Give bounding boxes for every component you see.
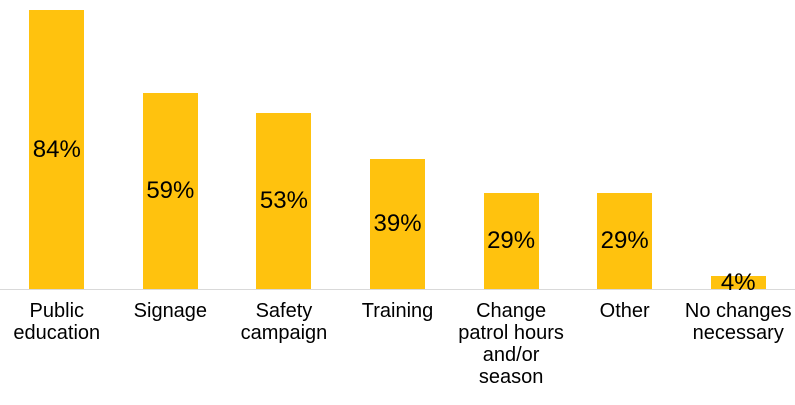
bar-value-label: 84% [32, 135, 81, 163]
bar-column-no-changes: 4% [681, 0, 795, 296]
bar-column-signage: 59% [114, 0, 228, 289]
category-label-signage: Signage [133, 300, 208, 322]
category-label-training: Training [361, 300, 434, 322]
bar-column-other: 29% [568, 0, 682, 289]
bar-value-label: 53% [259, 187, 308, 214]
category-label-public-education: Public education [13, 300, 101, 344]
bar-no-changes: 4% [710, 269, 766, 296]
bar-value-label: 39% [373, 210, 422, 237]
bar-column-training: 39% [341, 0, 455, 289]
bar-column-public-education: 84% [0, 0, 114, 289]
x-axis-category-labels: Public education Signage Safety campaign… [0, 290, 795, 388]
bar-column-change-patrol-hours: 29% [454, 0, 568, 289]
bar-other: 29% [597, 193, 653, 289]
bar-training: 39% [370, 159, 426, 289]
bar-change-patrol-hours: 29% [483, 193, 539, 289]
bar-public-education: 84% [29, 10, 85, 289]
category-label-other: Other [599, 300, 650, 322]
plot-area: 84% 59% 53% 39% 29% 29% [0, 0, 795, 296]
bar-value-label: 29% [600, 227, 649, 254]
category-label-safety-campaign: Safety campaign [240, 300, 328, 344]
bar-value-label: 29% [487, 227, 536, 254]
category-label-change-patrol-hours: Change patrol hours and/or season [458, 300, 564, 388]
bar-value-label: 4% [720, 268, 756, 296]
bar-safety-campaign: 53% [256, 113, 312, 289]
bar-value-label: 59% [146, 177, 195, 204]
bar-column-safety-campaign: 53% [227, 0, 341, 289]
bar-signage: 59% [142, 93, 198, 289]
category-label-no-changes: No changes necessary [684, 300, 792, 344]
